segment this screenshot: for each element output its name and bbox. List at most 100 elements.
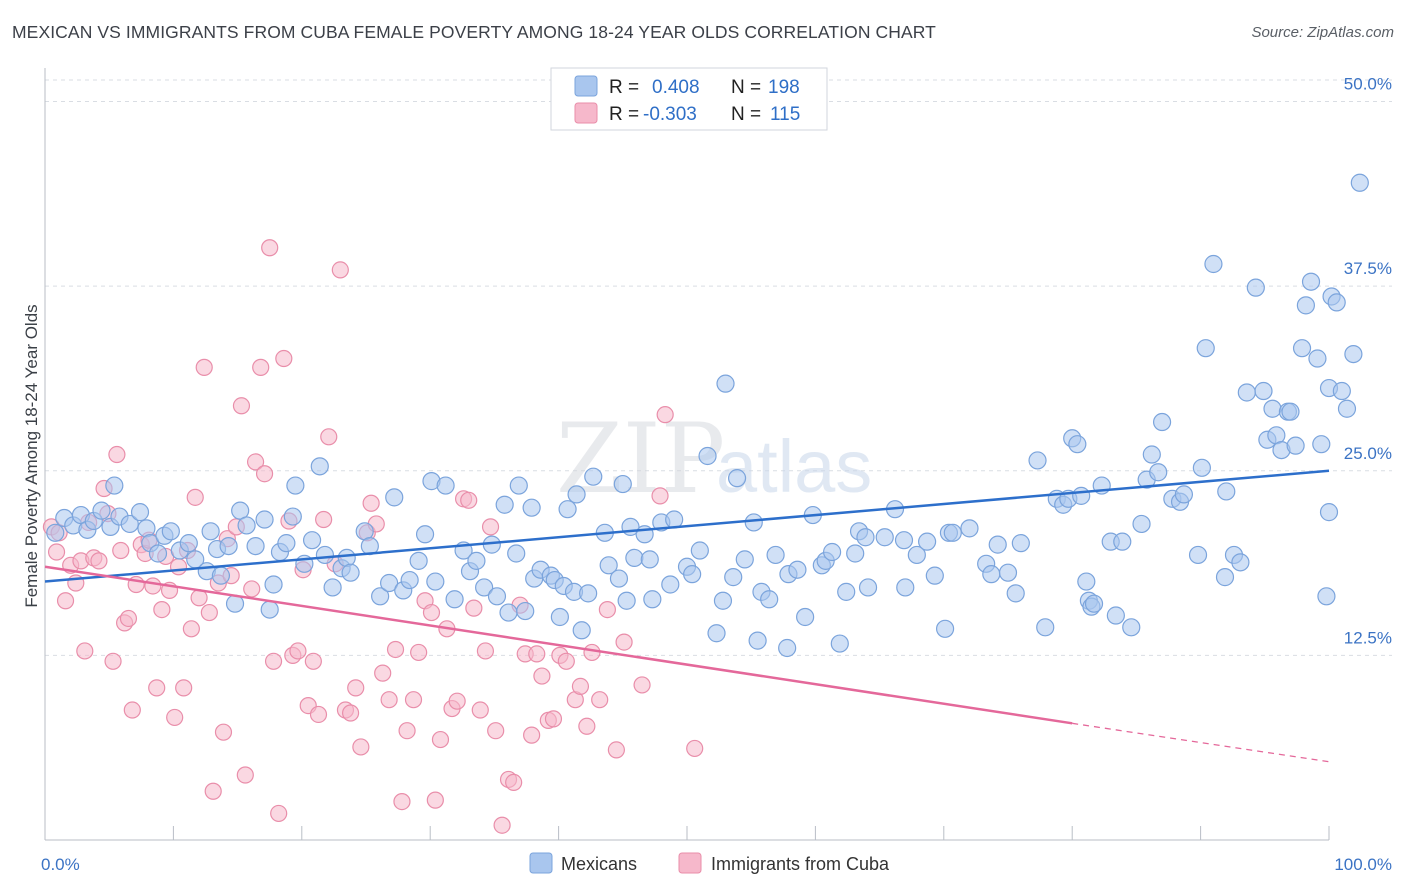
mexicans-point [1152,412,1172,432]
cuba-point [112,541,130,560]
cuba-point [656,406,674,424]
cuba-point [487,722,505,740]
cuba-point [607,741,625,759]
mexicans-point [856,528,875,547]
cuba-point [246,453,265,471]
mexicans-point [1254,381,1273,401]
cuba-point [380,691,398,709]
mexicans-point [760,590,779,609]
mexicans-point [246,536,265,556]
x-tick-label: 100.0% [1334,855,1392,874]
mexicans-point [1327,293,1346,312]
mexicans-point [371,587,390,606]
legend-swatch-mexicans [574,75,598,97]
cuba-point [264,652,283,670]
mexicans-point [683,565,702,584]
mexicans-point [1196,339,1215,358]
cuba-point [204,782,222,800]
cuba-point [236,766,254,784]
mexicans-point [550,607,569,627]
source-label: Source: ZipAtlas.com [1251,24,1394,41]
mexicans-point [1142,445,1161,464]
cuba-point [270,804,288,823]
mexicans-point [998,563,1018,582]
axes [44,68,1330,841]
mexicans-point [640,550,659,569]
legend-n-label-1: N = [731,77,761,98]
mexicans-point [201,522,220,541]
mexicans-point [1011,534,1030,553]
mexicans-point [735,550,754,569]
mexicans-point [211,566,231,585]
mexicans-point [286,476,305,495]
mexicans-point [260,600,279,619]
mexicans-point [1237,383,1256,402]
cuba-point [448,692,466,710]
mexicans-point [858,578,878,597]
mexicans-point [341,563,360,582]
mexicans-point [415,525,435,544]
cuba-point [505,773,523,792]
mexicans-point [894,531,914,550]
mexicans-point [1204,254,1223,274]
mexicans-point [661,575,680,594]
cuba-point [252,358,270,376]
x-tick-label: 0.0% [41,855,80,874]
y-tick-label: 25.0% [1344,444,1392,463]
mexicans-point [572,621,591,640]
cuba-point [476,642,495,660]
legend-r-label-2: R = [609,104,639,125]
mexicans-point [1217,482,1236,501]
cuba-point [426,791,444,809]
mexicans-point [875,528,894,547]
mexicans-point [179,534,198,553]
cuba-point [56,592,75,610]
mexicans-point [237,516,256,535]
chart-title: MEXICAN VS IMMIGRANTS FROM CUBA FEMALE P… [12,22,936,42]
mexicans-point [837,582,856,601]
bottom-legend-swatch-mexicans [529,852,553,874]
cuba-point [615,633,633,651]
mexicans-point [727,469,747,488]
trend-lines [44,469,1330,763]
cuba-point [410,643,428,662]
cuba-point [47,543,66,561]
cuba-point [153,600,171,619]
mexicans-point [579,584,598,603]
mexicans-point [380,573,399,593]
mexicans-point [943,523,962,542]
mexicans-point [796,607,815,627]
cuba-point [182,620,200,638]
mexicans-point [935,619,955,638]
cuba-point [232,397,251,415]
cuba-point [393,792,411,811]
cuba-point [578,717,596,735]
cuba-point [261,239,279,257]
mexicans-point [1132,514,1151,534]
mexicans-point [1122,618,1141,637]
mexicans-point [495,495,514,514]
mexicans-point [896,578,915,597]
cuba-point [651,487,669,505]
mexicans-point [625,548,644,568]
mexicans-point [960,519,979,538]
mexicans-point [988,535,1007,554]
y-axis-label: Female Poverty Among 18-24 Year Olds [22,304,41,607]
mexicans-point [499,603,518,622]
legend-swatch-cuba [574,102,598,124]
cuba-point [557,652,575,670]
cuba-point [186,488,204,506]
mexicans-point [1246,278,1265,297]
mexicans-point [1231,553,1250,572]
cuba-point [533,667,551,685]
mexicans-point [1188,545,1208,565]
cuba-point [255,465,274,483]
cuba-point [275,349,293,368]
legend-n-value-1: 198 [768,77,800,98]
mexicans-point [744,513,763,532]
mexicans-point [584,467,603,486]
mexicans-point [219,536,238,556]
mexicans-point [105,476,124,495]
mexicans-point [1149,463,1168,482]
cuba-point [200,603,218,622]
